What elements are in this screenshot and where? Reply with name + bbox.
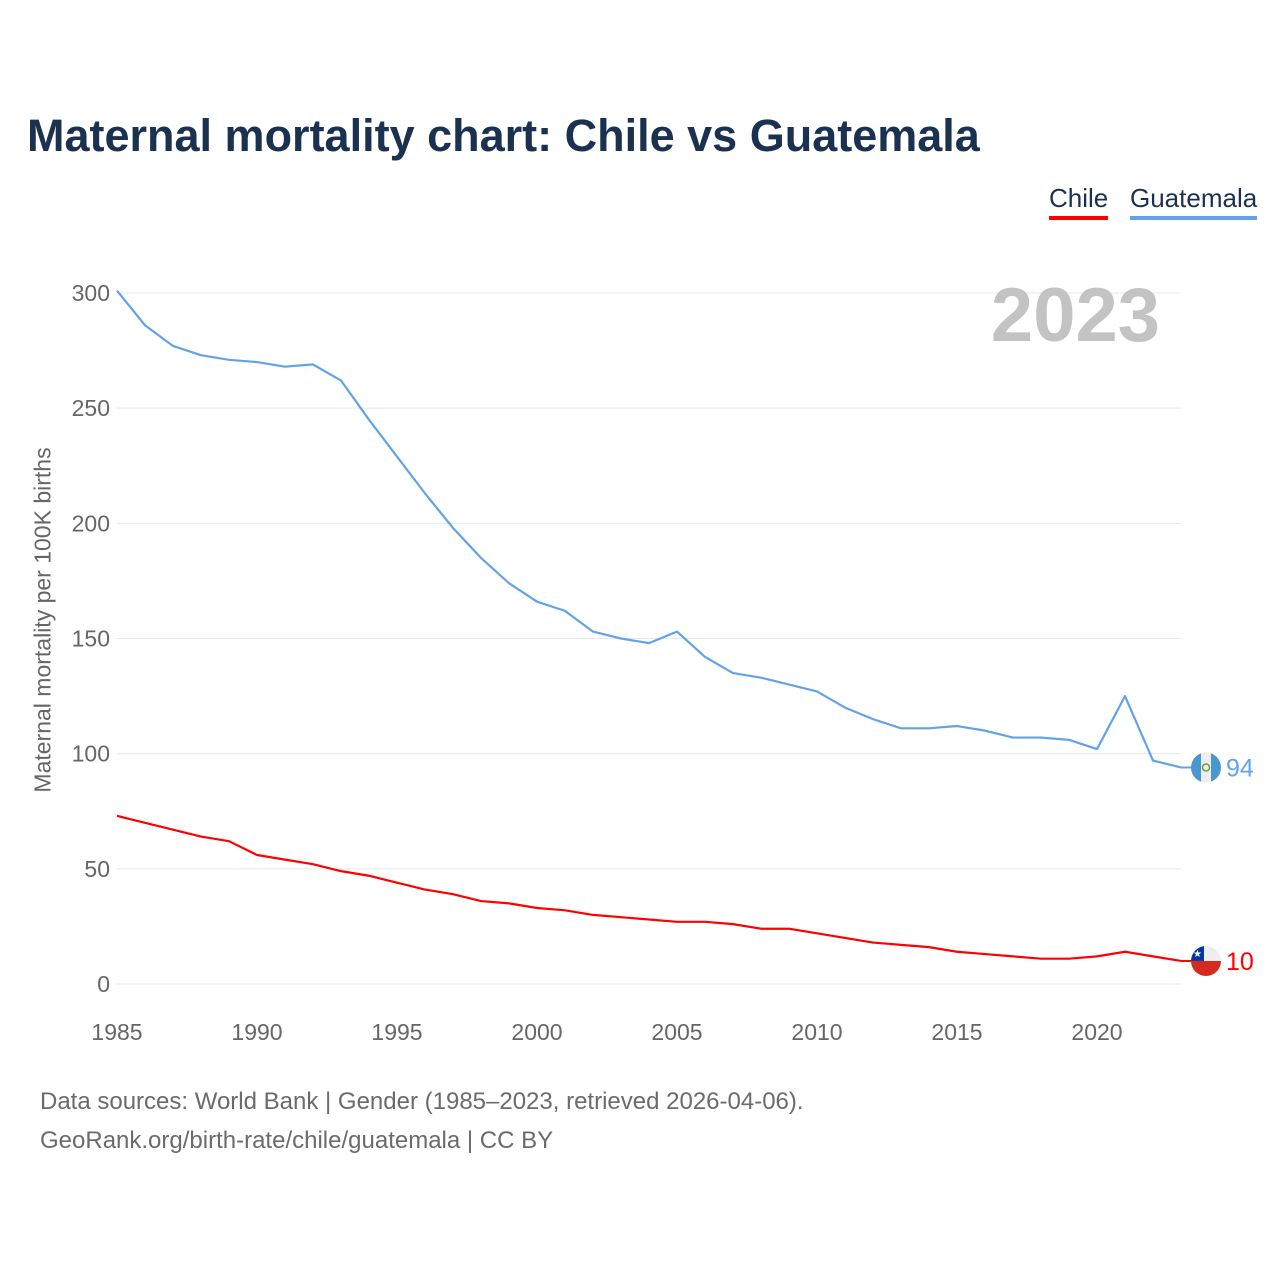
y-tick-label: 250 <box>72 395 110 421</box>
y-tick-label: 300 <box>72 280 110 306</box>
x-tick-label: 1985 <box>91 1019 142 1045</box>
legend-chile[interactable]: Chile <box>1049 183 1109 220</box>
x-tick-label: 1990 <box>231 1019 282 1045</box>
end-value-label-chile: 10 <box>1226 948 1254 976</box>
guatemala-flag-icon <box>1191 752 1221 783</box>
x-tick-label: 2010 <box>791 1019 842 1045</box>
y-tick-label: 150 <box>72 626 110 652</box>
series-line-chile <box>116 814 1182 963</box>
source-note: Data sources: World Bank | Gender (1985–… <box>40 1088 804 1115</box>
x-tick-label: 2015 <box>931 1019 982 1045</box>
end-value-label-guatemala: 94 <box>1226 754 1254 782</box>
y-tick-label: 200 <box>72 510 110 536</box>
x-tick-label: 2005 <box>651 1019 702 1045</box>
x-tick-label: 2020 <box>1071 1019 1122 1045</box>
source-url[interactable]: GeoRank.org/birth-rate/chile/guatemala |… <box>40 1127 554 1154</box>
x-tick-label: 2000 <box>511 1019 562 1045</box>
y-tick-label: 100 <box>72 741 110 767</box>
x-tick-label: 1995 <box>371 1019 422 1045</box>
chile-flag-icon: ★ <box>1191 945 1221 976</box>
y-tick-label: 0 <box>97 971 110 997</box>
year-label: 2023 <box>990 273 1160 358</box>
svg-text:★: ★ <box>1193 949 1202 960</box>
chart-title: Maternal mortality chart: Chile vs Guate… <box>27 110 980 161</box>
legend-guatemala[interactable]: Guatemala <box>1130 183 1258 220</box>
y-tick-label: 50 <box>84 856 110 882</box>
series-line-guatemala <box>116 290 1182 769</box>
